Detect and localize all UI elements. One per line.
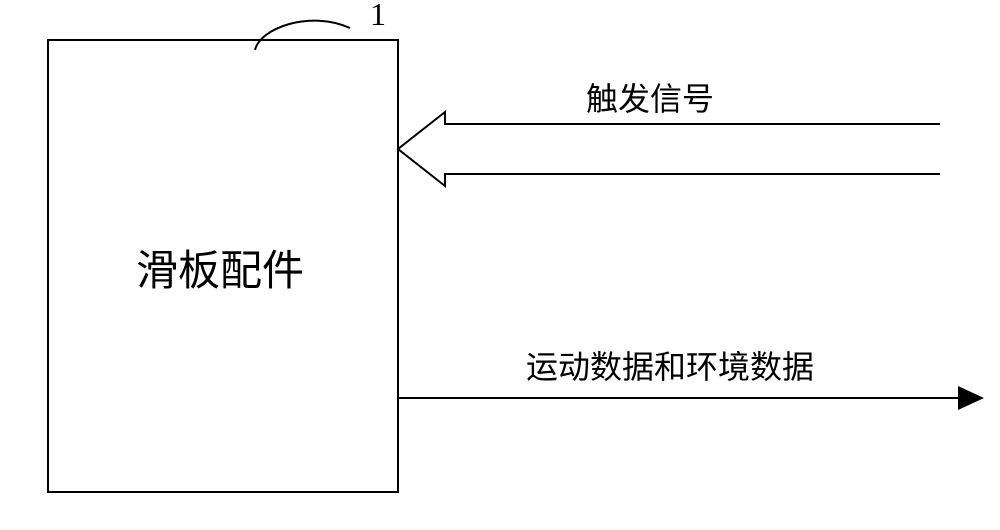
arrow-in-label: 触发信号 xyxy=(586,81,714,117)
arrow-out-head xyxy=(958,386,984,410)
arrow-in xyxy=(398,112,940,186)
arrow-out-label: 运动数据和环境数据 xyxy=(526,349,814,385)
leader-number: 1 xyxy=(370,0,386,32)
component-box-label: 滑板配件 xyxy=(136,249,304,295)
